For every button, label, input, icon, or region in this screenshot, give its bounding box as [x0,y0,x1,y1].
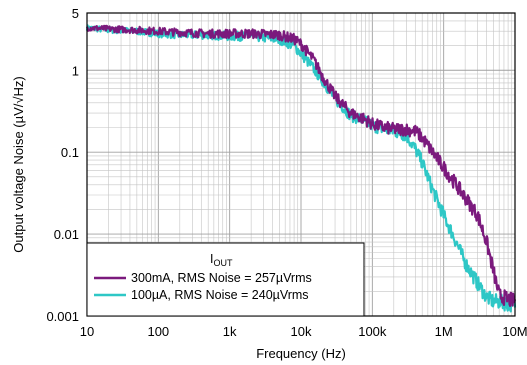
legend-box [86,242,365,317]
y-tick-label: 5 [72,6,79,21]
y-tick-label: 0.01 [54,227,79,242]
x-tick-label: 100 [147,324,169,339]
x-axis-label: Frequency (Hz) [256,346,346,361]
y-tick-labels: 0.001 0.01 0.1 1 5 [46,6,79,324]
y-tick-label: 0.001 [46,309,79,324]
x-tick-label: 10 [80,324,94,339]
legend-title-main: I [210,252,213,266]
x-tick-label: 10M [502,324,527,339]
legend-label-300ma: 300mA, RMS Noise = 257µVrms [131,271,312,285]
series-line-300ma [86,24,517,307]
series-group [85,24,517,313]
legend-title-sub: OUT [213,258,233,268]
legend-label-100ua: 100µA, RMS Noise = 240µVrms [131,288,309,302]
y-tick-label: 0.1 [61,145,79,160]
y-axis-label: Output voltage Noise (µV/√Hz) [11,76,26,252]
legend-title: IOUT [210,252,233,268]
x-tick-label: 1M [435,324,453,339]
x-tick-label: 10k [291,324,312,339]
legend: IOUT 300mA, RMS Noise = 257µVrms 100µA, … [86,242,365,317]
x-tick-labels: 10 100 1k 10k 100k 1M 10M [80,324,527,339]
y-tick-label: 1 [72,63,79,78]
x-tick-label: 1k [223,324,237,339]
x-tick-label: 100k [358,324,387,339]
